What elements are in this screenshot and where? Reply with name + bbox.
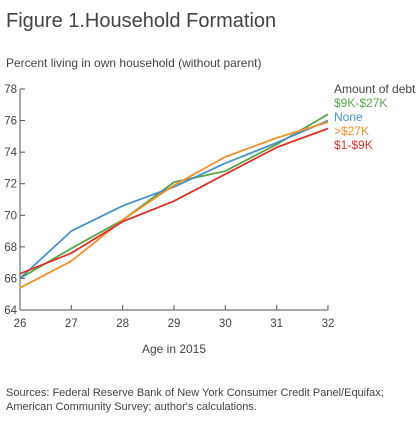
y-tick-label: 74 [4, 147, 17, 159]
chart-title: Figure 1.Household Formation [6, 10, 277, 32]
y-tick-label: 76 [4, 116, 17, 128]
legend-entry: >$27K [334, 124, 369, 138]
x-tick-label: 27 [65, 318, 78, 330]
series-line [19, 121, 329, 289]
series-line [19, 127, 329, 275]
x-axis-title: Age in 2015 [142, 342, 206, 356]
line-chart: 64 66 68 70 72 74 76 78 26 27 28 29 30 31 32 Age in 201… [4, 82, 416, 356]
x-tick-label: 30 [219, 318, 232, 330]
y-tick-label: 78 [4, 84, 17, 96]
x-tick-label: 31 [270, 318, 283, 330]
series-line [19, 119, 329, 280]
x-tick-label: 32 [322, 318, 335, 330]
x-tick-label: 29 [168, 318, 181, 330]
legend-entry: $1-$9K [334, 138, 373, 152]
x-tick-label: 28 [116, 318, 129, 330]
y-tick-label: 64 [4, 305, 17, 317]
x-tick-label: 26 [14, 318, 27, 330]
chart-subtitle: Percent living in own household (without… [6, 56, 262, 70]
legend-title: Amount of debt [334, 82, 416, 96]
y-tick-label: 66 [4, 273, 17, 285]
legend-entry: None [334, 110, 363, 124]
y-tick-label: 70 [4, 210, 17, 222]
series-line [19, 113, 329, 280]
legend-entry: $9K-$27K [334, 96, 387, 110]
y-tick-label: 72 [4, 179, 17, 191]
y-tick-label: 68 [4, 242, 17, 254]
sources-note: Sources: Federal Reserve Bank of New Yor… [6, 387, 384, 413]
